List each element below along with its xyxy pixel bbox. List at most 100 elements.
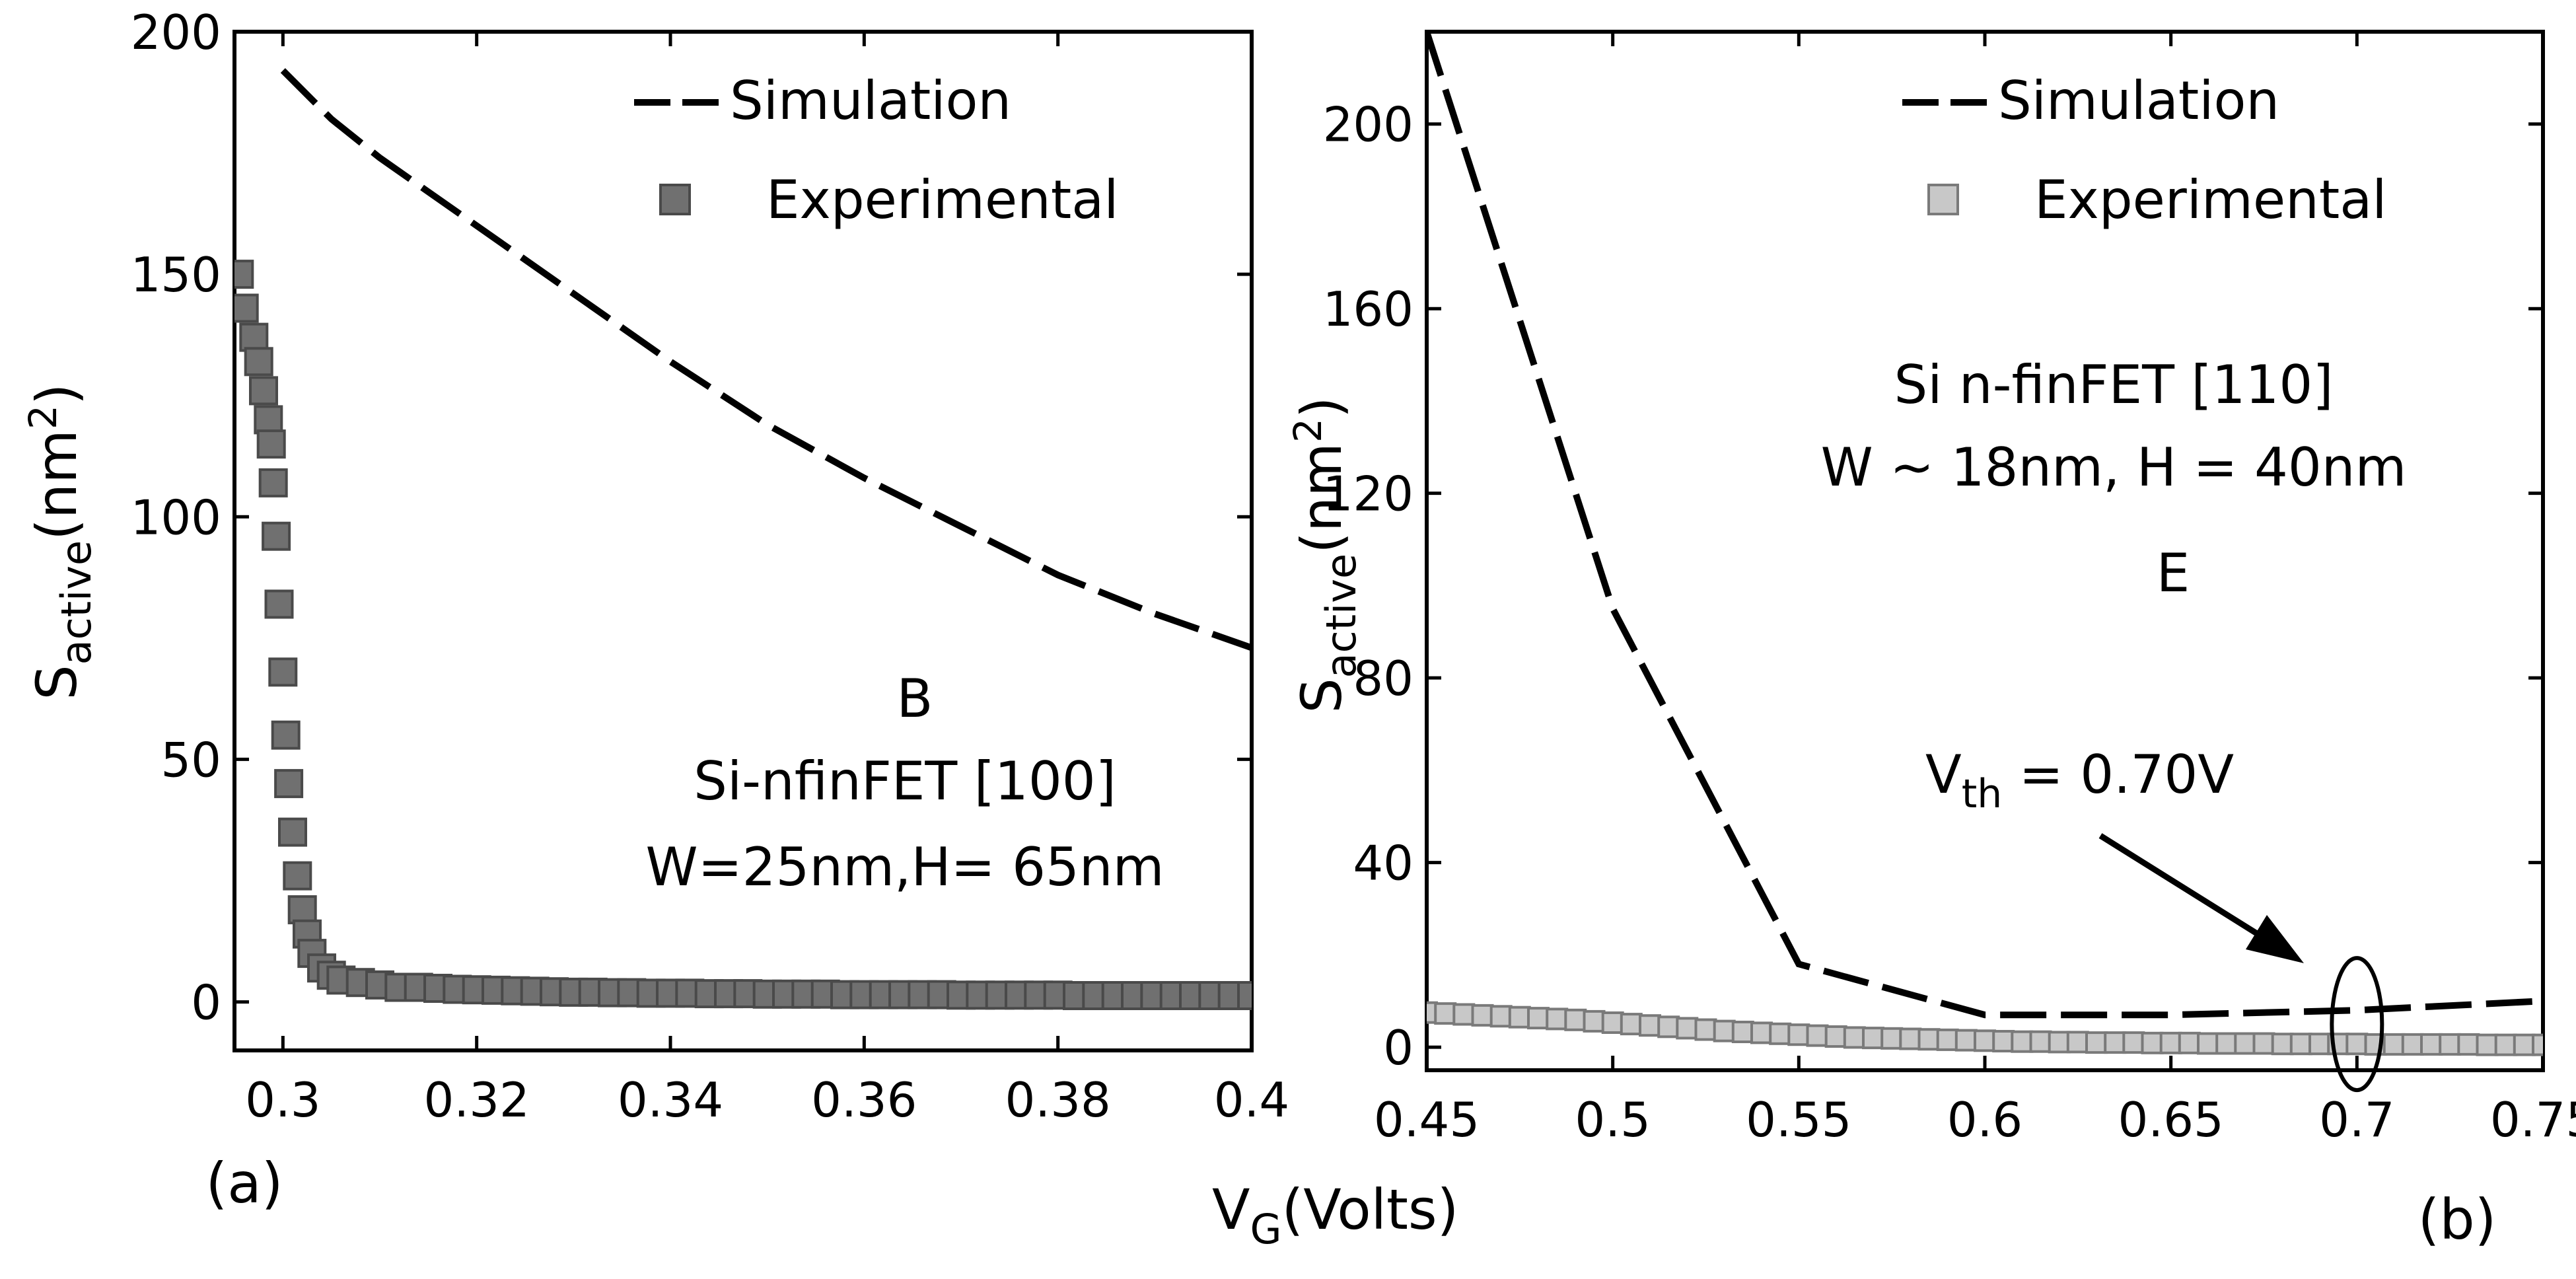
annotation-text: Si-nfinFET [100]	[694, 750, 1116, 812]
y-tick-label: 160	[1323, 281, 1413, 337]
x-tick-label: 0.36	[811, 1072, 917, 1128]
experimental-point	[274, 769, 304, 799]
experimental-point	[2234, 1032, 2257, 1055]
experimental-point	[2048, 1031, 2071, 1054]
experimental-point	[1471, 1004, 1494, 1027]
experimental-point	[258, 468, 288, 497]
experimental-point	[2085, 1031, 2108, 1054]
experimental-point	[2308, 1033, 2331, 1056]
annotation-text: E	[2157, 542, 2190, 604]
experimental-point	[2401, 1033, 2424, 1056]
experimental-point	[2513, 1033, 2536, 1056]
experimental-point	[1806, 1024, 1829, 1047]
annotation-text: W=25nm,H= 65nm	[645, 836, 1164, 898]
experimental-point	[1843, 1026, 1866, 1049]
experimental-point	[2029, 1030, 2052, 1053]
x-axis-label: VG(Volts)	[1212, 1177, 1458, 1253]
experimental-point	[1936, 1028, 1959, 1051]
experimental-point	[1434, 1002, 1457, 1025]
experimental-point	[1546, 1007, 1569, 1031]
experimental-point	[1992, 1030, 2015, 1052]
experimental-point	[1657, 1015, 1680, 1039]
x-tick-label: 0.75	[2490, 1092, 2576, 1148]
x-tick-label: 0.7	[2319, 1092, 2395, 1148]
vth-ellipse	[2330, 956, 2384, 1093]
panel-label: (b)	[2418, 1187, 2497, 1252]
experimental-point	[1564, 1008, 1587, 1031]
experimental-point	[1769, 1022, 1792, 1045]
experimental-point	[2476, 1033, 2499, 1056]
annotation-text: W ~ 18nm, H = 40nm	[1821, 437, 2407, 498]
experimental-point	[1237, 981, 1252, 1010]
y-tick-label: 150	[131, 247, 221, 303]
experimental-point	[1427, 1001, 1438, 1024]
experimental-point	[1787, 1023, 1810, 1046]
x-tick-label: 0.65	[2118, 1092, 2224, 1148]
experimental-point	[271, 720, 301, 750]
experimental-point	[264, 589, 294, 619]
experimental-point	[2178, 1031, 2201, 1054]
annotation-text: Si n-finFET [110]	[1894, 354, 2333, 416]
experimental-point	[2439, 1033, 2462, 1056]
annotation-text: B	[897, 668, 933, 729]
panel-label: (a)	[205, 1151, 283, 1216]
experimental-point	[2215, 1032, 2238, 1055]
experimental-point	[1824, 1025, 1847, 1048]
experimental-point	[256, 429, 286, 459]
experimental-point	[1917, 1028, 1941, 1051]
experimental-point	[244, 347, 273, 377]
y-tick-label: 40	[1353, 836, 1413, 891]
y-tick-label: 200	[1323, 97, 1413, 153]
experimental-point	[2197, 1032, 2219, 1055]
series-simulation-line	[1427, 32, 2543, 1019]
vth-arrow-shaft	[2098, 833, 2261, 937]
plot-area	[233, 30, 1254, 1052]
experimental-point	[1489, 1005, 1513, 1028]
experimental-point	[249, 376, 278, 406]
experimental-point	[234, 260, 254, 289]
y-tick-label: 50	[161, 732, 221, 787]
experimental-point	[2141, 1031, 2164, 1054]
experimental-point	[1583, 1009, 1606, 1033]
x-tick-label: 0.6	[1947, 1092, 2023, 1148]
legend-experimental-swatch	[1927, 184, 1959, 215]
panel-a: 0.3 0.32 0.34 0.36 0.38 0.4 0 50 100 150 200 Sactiv…	[20, 5, 1289, 1216]
x-tick-label: 0.5	[1575, 1092, 1651, 1148]
experimental-point	[2104, 1031, 2127, 1054]
y-axis-label: Sactive(nm2)	[20, 383, 100, 700]
x-tick-label: 0.3	[245, 1072, 321, 1128]
legend-experimental-label: Experimental	[766, 169, 1118, 231]
x-tick-label: 0.34	[618, 1072, 723, 1128]
x-tick-label: 0.4	[1214, 1072, 1290, 1128]
legend-experimental-label: Experimental	[2034, 169, 2386, 231]
experimental-point	[2494, 1033, 2517, 1056]
experimental-point	[1694, 1018, 1717, 1041]
vth-arrow-head	[2246, 915, 2304, 963]
experimental-point	[1620, 1013, 1643, 1036]
experimental-point	[2382, 1033, 2406, 1056]
y-tick-label: 200	[131, 5, 221, 60]
y-tick-label: 0	[1383, 1020, 1413, 1076]
vth-label: Vth = 0.70V	[1925, 744, 2234, 817]
experimental-point	[1899, 1027, 1922, 1050]
experimental-point	[1731, 1021, 1754, 1043]
experimental-point	[1713, 1019, 1736, 1042]
experimental-point	[2532, 1033, 2543, 1056]
series-simulation-line	[280, 68, 1252, 651]
experimental-point	[1750, 1021, 1773, 1044]
experimental-point	[2271, 1033, 2294, 1056]
x-tick-label: 0.55	[1746, 1092, 1851, 1148]
experimental-point	[2420, 1033, 2443, 1056]
legend-experimental-swatch	[659, 184, 691, 215]
experimental-point	[2457, 1033, 2480, 1056]
experimental-point	[262, 521, 291, 551]
experimental-point	[1601, 1011, 1624, 1034]
experimental-point	[1974, 1029, 1996, 1052]
experimental-point	[283, 861, 312, 891]
experimental-point	[1862, 1027, 1884, 1050]
experimental-point	[2066, 1031, 2089, 1054]
experimental-point	[2345, 1033, 2369, 1056]
experimental-point	[2252, 1032, 2275, 1055]
experimental-point	[1527, 1007, 1550, 1030]
